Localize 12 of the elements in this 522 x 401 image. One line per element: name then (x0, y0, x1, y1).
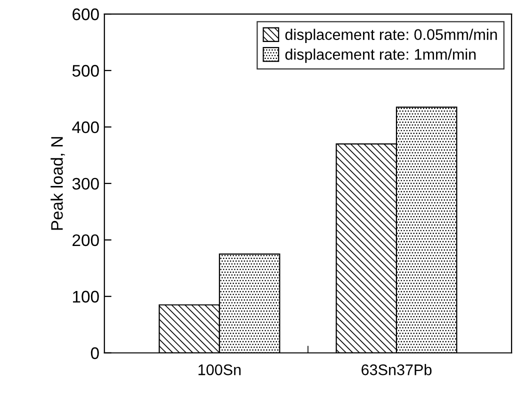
x-tick-label: 100Sn (198, 364, 241, 376)
x-tick-label: 63Sn37Pb (362, 364, 432, 376)
y-axis-title: Peak load, N (50, 137, 65, 230)
legend-label: displacement rate: 0.05mm/min (285, 28, 497, 44)
y-tick-label: 100 (73, 290, 99, 303)
y-tick-label: 300 (72, 178, 99, 190)
y-tick-label: 600 (72, 8, 99, 20)
y-tick-label: 500 (72, 64, 99, 77)
legend-label: displacement rate: 1mm/min (285, 48, 476, 63)
y-tick-label: 400 (72, 121, 99, 134)
y-tick-label: 200 (72, 234, 99, 246)
y-tick-label: 0 (90, 347, 99, 360)
